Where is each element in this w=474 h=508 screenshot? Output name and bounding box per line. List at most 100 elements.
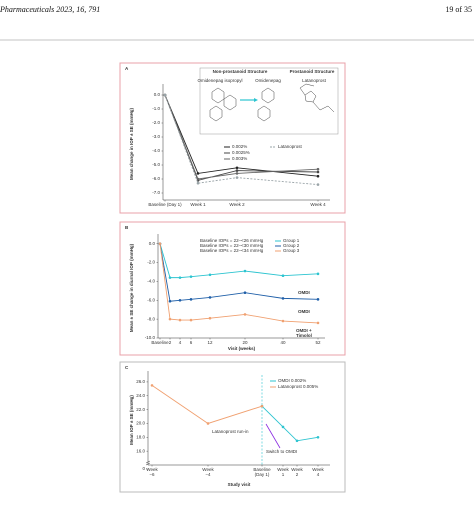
data-point: [206, 422, 210, 425]
data-point: [150, 384, 154, 387]
switch-arrow: [265, 423, 281, 449]
data-point: [281, 319, 285, 323]
data-point: [196, 181, 200, 185]
note: Baseline IOPs = 22–<26 mmHg: [200, 238, 264, 243]
page-number: 19 of 35: [445, 5, 472, 14]
y-tick-label: 18.0: [136, 434, 145, 439]
data-point: [281, 425, 285, 429]
x-tick-label: 12: [207, 340, 213, 345]
series-line: [164, 94, 319, 180]
x-axis-title: Study visit: [228, 482, 251, 487]
x-tick-label: Week 2: [229, 202, 245, 207]
data-point: [235, 166, 239, 170]
data-point: [189, 318, 193, 322]
structures: [209, 83, 335, 122]
y-tick-label: -4.0: [152, 148, 160, 153]
y-tick-label: 22.0: [136, 407, 145, 412]
y-tick-label: 16.0: [136, 448, 145, 453]
x-tick-label: Week 1: [190, 202, 206, 207]
axis-break: [145, 462, 151, 466]
x-tick-label: Baseline: [151, 340, 169, 345]
inset-compound: Omidenepag isopropyl: [197, 78, 242, 83]
series-line: [164, 94, 319, 186]
annotation: Switch to OMDI: [266, 449, 297, 454]
data-point: [158, 242, 162, 245]
y-tick-label: 26.0: [136, 379, 145, 384]
data-point: [189, 275, 193, 278]
data-point: [208, 316, 212, 320]
data-point: [316, 174, 320, 178]
data-point: [168, 299, 172, 303]
y-tick-label: -5.0: [152, 162, 160, 167]
data-point: [235, 169, 239, 172]
data-point: [316, 183, 320, 186]
data-point: [163, 93, 167, 97]
data-point: [316, 298, 320, 301]
annotation: OMDI: [298, 290, 310, 295]
data-point: [196, 177, 200, 181]
y-tick-label: -2.0: [152, 120, 160, 125]
x-tick-label: Week 4: [310, 202, 326, 207]
data-point: [208, 273, 212, 277]
annotation: OMDI: [298, 309, 310, 314]
data-point: [235, 176, 239, 179]
x-tick-label: Week 4: [312, 467, 324, 477]
note: Baseline IOPs = 22–<30 mmHg: [200, 243, 264, 248]
legend-label: Group 3: [283, 248, 300, 253]
x-axis-title: Visit (weeks): [228, 346, 256, 351]
data-point: [178, 298, 182, 302]
legend-label: 0.0025%: [232, 150, 250, 155]
x-tick-label: Baseline (Day 1): [148, 202, 182, 207]
panel-border: [119, 62, 346, 214]
inset-compound: Omidenepag: [255, 78, 281, 83]
data-point: [178, 276, 182, 279]
data-point: [316, 170, 320, 174]
y-tick-label: -6.0: [152, 176, 160, 181]
data-point: [196, 172, 200, 175]
data-point: [281, 274, 285, 278]
series-line: [159, 243, 319, 324]
y-tick-label: -4.0: [147, 279, 155, 284]
data-point: [243, 269, 247, 273]
y-tick-label: -2.0: [147, 260, 155, 265]
data-point: [189, 298, 193, 301]
panel-border: [119, 221, 346, 356]
series-line: [164, 94, 319, 181]
panel-label: A: [125, 66, 129, 71]
data-point: [235, 172, 239, 175]
x-tick-label: 52: [315, 340, 321, 345]
data-point: [208, 296, 212, 299]
y-tick-label: -7.0: [152, 190, 160, 195]
inset-border: [199, 67, 339, 135]
legend-label: Latanoprost: [278, 144, 303, 149]
x-tick-label: Week 2: [291, 467, 303, 477]
citation: Pharmaceuticals 2023, 16, 791: [0, 5, 100, 14]
data-point: [243, 291, 247, 295]
data-point: [168, 317, 172, 321]
legend-label: Group 1: [283, 238, 300, 243]
legend-label: Latanoprost 0.005%: [278, 384, 318, 389]
y-axis-title: Mean IOP ± SE (mmHg): [129, 395, 134, 445]
inset-heading: Prostanoid Structure: [290, 69, 335, 74]
y-tick-label: -8.0: [147, 316, 155, 321]
legend-label: OMDI 0.002%: [278, 378, 306, 383]
x-tick-label: Baseline (Day 1): [253, 467, 271, 477]
annotation: OMDI +: [296, 328, 312, 333]
y-tick-label: -1.0: [152, 106, 160, 111]
legend-label: 0.002%: [232, 144, 247, 149]
y-tick-label: 0.0: [154, 92, 161, 97]
data-point: [168, 276, 172, 279]
data-point: [260, 404, 264, 408]
x-tick-label: Week −4: [202, 467, 214, 477]
annotation: Timolol: [296, 333, 312, 338]
data-point: [281, 297, 285, 300]
y-tick-label: 20.0: [136, 421, 145, 426]
series-line: [159, 243, 319, 279]
series-line: [164, 94, 319, 177]
legend-label: 0.003%: [232, 156, 247, 161]
panel-label: C: [125, 365, 129, 370]
y-axis-title: Mean change in IOP ± SE (mmHg): [129, 108, 134, 180]
x-tick-label: 20: [242, 340, 248, 345]
